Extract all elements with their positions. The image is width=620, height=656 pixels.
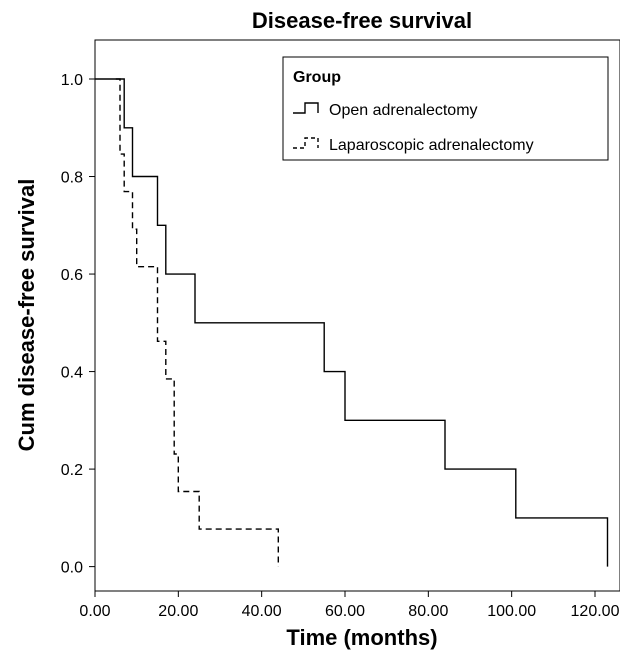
x-tick-label: 20.00 (158, 603, 198, 620)
legend-title: Group (293, 69, 341, 86)
chart-title: Disease-free survival (252, 8, 472, 33)
legend: Group Open adrenalectomy Laparoscopic ad… (282, 56, 609, 161)
y-tick-label: 0.6 (61, 267, 83, 284)
y-tick-label: 0.0 (61, 560, 83, 577)
y-axis-label: Cum disease-free survival (14, 179, 39, 452)
x-axis-label: Time (months) (286, 625, 437, 650)
x-tick-label: 0.00 (79, 603, 110, 620)
series-line-laparoscopic-adrenalectomy (115, 78, 279, 567)
x-axis: 0.00 20.00 40.00 60.00 80.00 100.00 120.00 (79, 591, 620, 620)
legend-box (282, 56, 609, 161)
y-tick-label: 1.0 (61, 72, 83, 89)
y-tick-label: 0.2 (61, 462, 83, 479)
legend-swatch-laparoscopic-adrenalectomy (293, 137, 319, 149)
legend-label-laparoscopic-adrenalectomy: Laparoscopic adrenalectomy (329, 137, 534, 154)
series-line-open-adrenalectomy (95, 78, 609, 567)
x-tick-label: 100.00 (487, 603, 536, 620)
x-tick-label: 80.00 (408, 603, 448, 620)
x-tick-label: 40.00 (242, 603, 282, 620)
legend-label-open-adrenalectomy: Open adrenalectomy (329, 102, 478, 119)
y-tick-label: 0.4 (61, 365, 83, 382)
y-tick-label: 0.8 (61, 170, 83, 187)
legend-swatch-open-adrenalectomy (293, 102, 319, 114)
x-tick-label: 60.00 (325, 603, 365, 620)
series-layer (95, 78, 609, 567)
x-tick-label: 120.00 (571, 603, 620, 620)
y-axis: 0.0 0.2 0.4 0.6 0.8 1.0 (61, 72, 95, 577)
plot-frame (94, 39, 620, 592)
